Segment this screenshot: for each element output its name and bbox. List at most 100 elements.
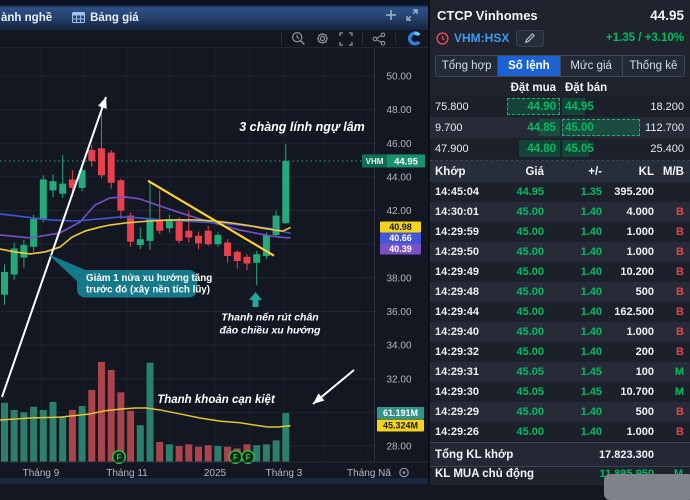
svg-text:48.00: 48.00	[386, 105, 411, 116]
trade-change: 1.35	[580, 186, 602, 198]
fullscreen-icon[interactable]	[334, 31, 358, 47]
quote-header: CTCP Vinhomes 44.95	[430, 0, 690, 23]
trade-side: B	[676, 206, 684, 218]
svg-text:32.00: 32.00	[386, 374, 411, 385]
symbol-ticker[interactable]: VHM:HSX	[454, 31, 510, 45]
trade-volume: 500	[635, 286, 654, 298]
trade-time: 14:29:49	[435, 266, 480, 278]
trade-col-header: Giá	[525, 165, 544, 178]
svg-text:40.66: 40.66	[389, 233, 412, 243]
svg-text:40.98: 40.98	[389, 222, 412, 232]
tab-2[interactable]: Mức giá	[560, 56, 623, 76]
tab-3[interactable]: Thống kê	[622, 56, 684, 76]
trade-row[interactable]: 14:29:59 45.00 1.40 1.000 B	[430, 222, 690, 242]
trade-col-header: +/-	[588, 165, 602, 178]
trade-volume: 500	[635, 406, 654, 418]
trade-row[interactable]: 14:29:26 45.00 1.40 1.000 B	[430, 422, 690, 442]
order-book-row[interactable]: 75.800 44.90 44.95 18.200	[430, 96, 690, 117]
bid-volume: 9.700	[435, 121, 463, 134]
tooltip-overlay	[604, 474, 690, 500]
trade-row[interactable]: 14:29:32 45.00 1.40 200 B	[430, 342, 690, 362]
svg-text:Tháng 3: Tháng 3	[266, 468, 303, 479]
trade-volume: 1.000	[626, 326, 654, 338]
trade-row[interactable]: 14:29:49 45.00 1.40 10.200 B	[430, 262, 690, 282]
trade-row[interactable]: 14:29:40 45.00 1.40 1.000 B	[430, 322, 690, 342]
trade-price: 45.00	[516, 206, 544, 218]
ask-volume: 112.700	[645, 121, 684, 134]
share-icon[interactable]	[367, 31, 391, 47]
toolbar-divider	[395, 32, 396, 45]
last-price: 44.95	[650, 8, 684, 23]
svg-text:Tháng 11: Tháng 11	[106, 468, 148, 479]
trade-row[interactable]: 14:29:50 45.00 1.40 1.000 B	[430, 242, 690, 262]
trade-volume: 200	[635, 346, 654, 358]
bid-price-cell: 44.85	[507, 117, 560, 138]
trade-side: B	[676, 306, 684, 318]
trade-col-header: M/B	[662, 165, 684, 178]
broker-logo[interactable]	[400, 31, 428, 47]
plus-icon[interactable]	[385, 9, 397, 21]
trade-price: 45.00	[516, 246, 544, 258]
ask-depth-bar	[562, 98, 585, 115]
trade-row[interactable]: 14:30:01 45.00 1.40 4.000 B	[430, 202, 690, 222]
svg-text:F: F	[246, 453, 251, 462]
trade-row[interactable]: 14:29:48 45.00 1.40 500 B	[430, 282, 690, 302]
trade-volume: 4.000	[626, 206, 654, 218]
trade-volume: 1.000	[626, 426, 654, 438]
order-book-row[interactable]: 9.700 44.85 45.00 112.700	[430, 117, 690, 138]
tab-0[interactable]: Tổng hợp	[436, 56, 499, 76]
bid-volume: 75.800	[435, 100, 469, 113]
trade-row[interactable]: 14:29:30 45.05 1.45 10.700 M	[430, 382, 690, 402]
company-name: CTCP Vinhomes	[437, 8, 538, 23]
svg-text:45.324M: 45.324M	[383, 421, 418, 431]
trade-change: 1.40	[580, 346, 602, 358]
trade-price: 45.05	[516, 366, 544, 378]
collapse-icon[interactable]	[406, 9, 418, 21]
trade-row[interactable]: 14:29:31 45.05 1.45 100 M	[430, 362, 690, 382]
svg-text:F: F	[233, 453, 238, 462]
trade-row[interactable]: 14:29:29 45.00 1.40 500 B	[430, 402, 690, 422]
ask-price-cell: 45.05	[562, 138, 642, 159]
svg-text:36.00: 36.00	[386, 307, 411, 318]
trade-change: 1.40	[580, 246, 602, 258]
trade-change: 1.40	[580, 206, 602, 218]
trade-side: B	[676, 226, 684, 238]
tab-1[interactable]: Số lệnh	[498, 56, 561, 76]
nav-tab-industry-label: ành nghề	[1, 11, 53, 24]
trade-price: 45.00	[516, 326, 544, 338]
trade-change: 1.40	[580, 406, 602, 418]
trade-time: 14:29:44	[435, 306, 480, 318]
trade-row[interactable]: 14:45:04 44.95 1.35 395.200	[430, 182, 690, 202]
svg-text:38.00: 38.00	[386, 273, 411, 284]
trade-side: B	[676, 406, 684, 418]
total-volume-value: 17.823.300	[598, 448, 654, 461]
svg-text:61.191M: 61.191M	[383, 408, 418, 418]
interval-search-icon[interactable]	[286, 31, 310, 47]
gear-icon[interactable]	[310, 31, 334, 47]
order-book-row[interactable]: 47.900 44.80 45.05 25.400	[430, 138, 690, 159]
svg-text:Tháng 9: Tháng 9	[23, 468, 60, 479]
edit-symbol-button[interactable]	[516, 29, 545, 47]
trade-row[interactable]: 14:29:44 45.00 1.40 162.500 B	[430, 302, 690, 322]
trade-side: M	[674, 366, 684, 378]
trade-volume: 10.200	[620, 266, 654, 278]
trade-change: 1.40	[580, 266, 602, 278]
symbol-row: VHM:HSX +1.35 / +3.10%	[430, 23, 690, 47]
trade-volume: 162.500	[614, 306, 654, 318]
ask-price: 45.05	[565, 142, 594, 155]
svg-text:Giảm 1 nửa xu hướng tăng: Giảm 1 nửa xu hướng tăng	[86, 273, 212, 284]
svg-text:40.39: 40.39	[389, 244, 412, 254]
trade-history: 14:45:04 44.95 1.35 395.200 14:30:01 45.00 1.4…	[430, 182, 690, 442]
bid-price: 44.85	[527, 121, 556, 134]
svg-text:F: F	[117, 453, 122, 462]
trade-time: 14:29:31	[435, 366, 480, 378]
nav-tab-price-board[interactable]: Bảng giá	[62, 6, 149, 30]
order-book: 75.800 44.90 44.95 18.200 9.700 44.85 45.00 112…	[430, 96, 690, 159]
svg-text:đảo chiều xu hướng: đảo chiều xu hướng	[220, 325, 321, 337]
trade-time: 14:29:40	[435, 326, 480, 338]
pencil-icon	[525, 33, 536, 43]
nav-tab-industry[interactable]: ành nghề	[0, 6, 62, 30]
panel-tabs: Tổng hợp Số lệnh Mức giá Thống kê	[435, 55, 685, 77]
trade-price: 45.00	[516, 346, 544, 358]
